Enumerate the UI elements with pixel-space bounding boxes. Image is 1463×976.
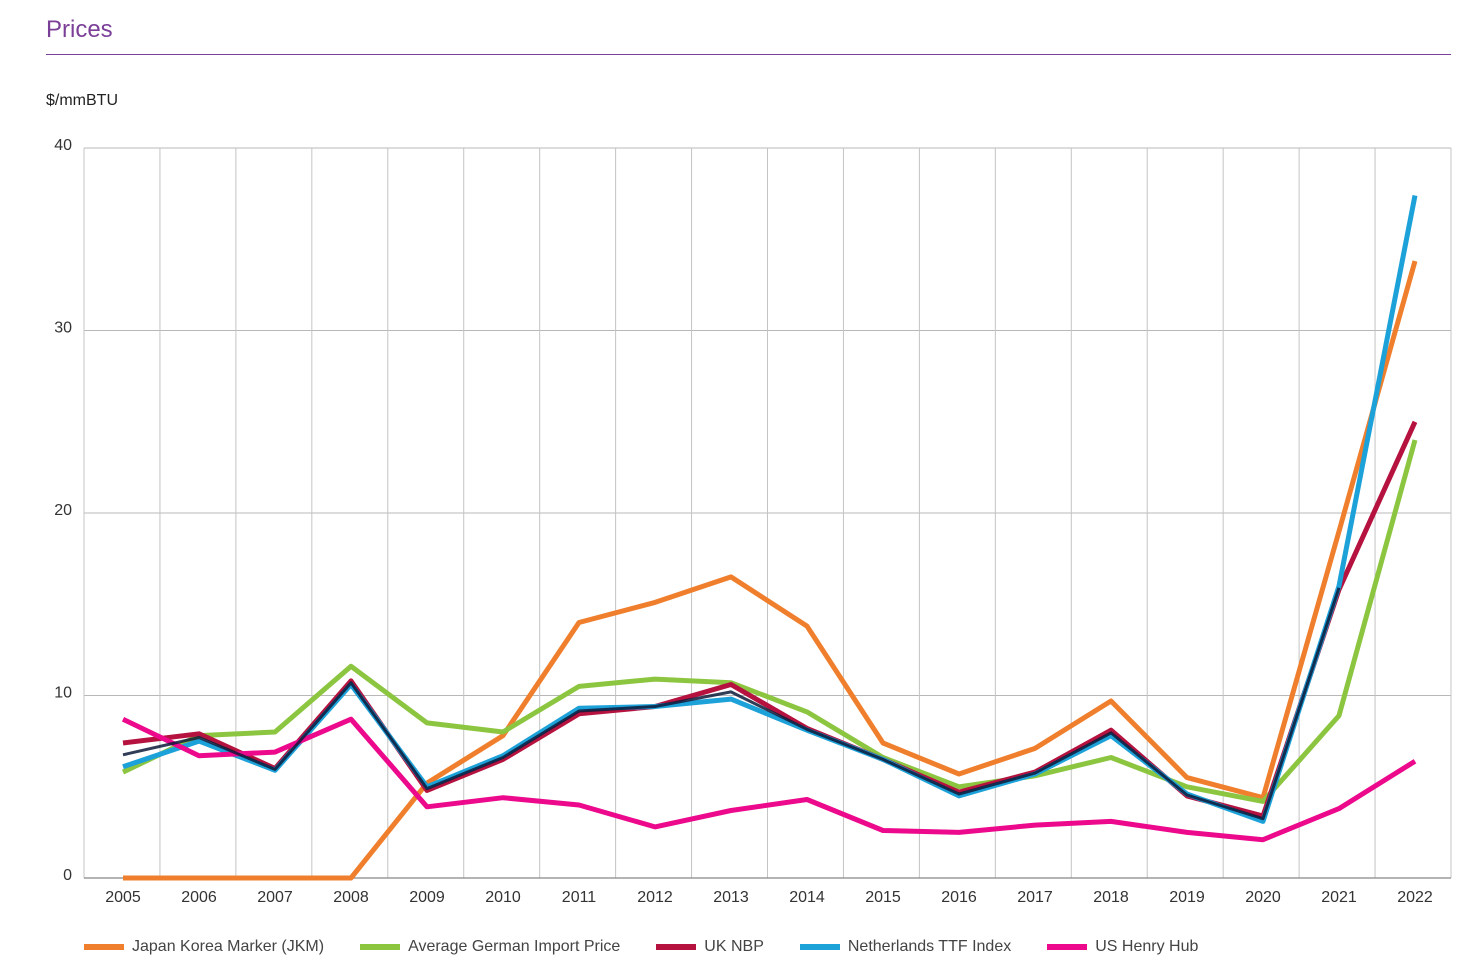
x-tick-label-2009: 2009 [409,889,445,906]
y-tick-label-40: 40 [54,137,72,154]
x-tick-label-2007: 2007 [257,889,293,906]
x-tick-label-2013: 2013 [713,889,749,906]
legend-swatch [799,944,840,950]
legend-label: Netherlands TTF Index [847,938,1012,955]
x-tick-label-2006: 2006 [181,889,217,906]
x-tick-label-2017: 2017 [1017,889,1053,906]
legend-swatch [1047,944,1088,950]
x-tick-labels: 2005 2006 2007 2008 2009 2010 2011 2012 2013 2014… [105,889,1433,906]
legend-item-netherlands-ttf-index: Netherlands TTF Index [799,938,1012,956]
series-overlap-line [122,587,1341,821]
legend-label: US Henry Hub [1095,938,1199,955]
legend-item-uk-nbp: UK NBP [656,938,764,956]
y-tick-label-10: 10 [54,685,72,702]
x-tick-label-2015: 2015 [865,889,901,906]
x-tick-label-2022: 2022 [1397,889,1433,906]
legend-item-japan-korea-marker-jkm-: Japan Korea Marker (JKM) [84,938,324,956]
x-tick-label-2011: 2011 [562,889,597,906]
legend-swatch [360,944,401,950]
y-tick-labels: 0 10 20 30 40 [54,137,72,884]
legend-item-average-german-import-price: Average German Import Price [360,938,620,956]
legend-swatch [656,944,697,950]
x-tick-label-2012: 2012 [637,889,673,906]
grid-lines [83,147,1452,879]
x-tick-label-2019: 2019 [1169,889,1205,906]
x-tick-label-2005: 2005 [105,889,141,906]
x-tick-label-2020: 2020 [1245,889,1281,906]
x-tick-label-2014: 2014 [789,889,825,906]
y-tick-label-30: 30 [54,320,72,337]
y-tick-label-20: 20 [54,502,72,519]
legend-swatch [84,944,124,950]
series-lines [121,195,1418,881]
series-line-uk-nbp [122,420,1418,819]
legend-label: Average German Import Price [408,938,621,955]
series-line-japan-korea-marker-jkm- [123,260,1418,881]
x-tick-label-2021: 2021 [1321,889,1357,906]
legend-item-us-henry-hub: US Henry Hub [1047,938,1198,956]
legend-label: Japan Korea Marker (JKM) [132,938,325,955]
y-axis-unit-label: $/mmBTU [46,92,118,109]
series-line-us-henry-hub [121,716,1417,843]
x-tick-label-2016: 2016 [941,889,977,906]
x-tick-label-2018: 2018 [1093,889,1129,906]
x-tick-label-2008: 2008 [333,889,369,906]
y-tick-label-0: 0 [63,867,72,884]
series-line-average-german-import-price [121,439,1418,804]
page-title: Prices [46,16,113,43]
x-tick-label-2010: 2010 [485,889,521,906]
series-line-netherlands-ttf-index [122,195,1418,824]
legend-label: UK NBP [704,938,764,955]
title-divider [46,54,1451,55]
legend: Japan Korea Marker (JKM) Average German I… [84,938,1198,956]
